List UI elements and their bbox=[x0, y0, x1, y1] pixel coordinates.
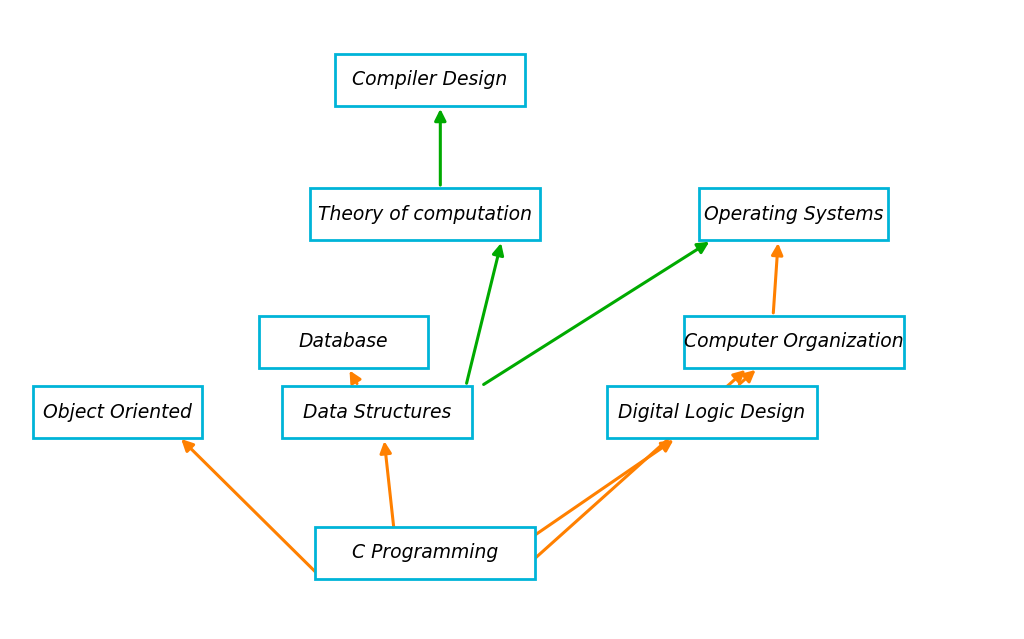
Text: Database: Database bbox=[298, 332, 388, 351]
Text: Computer Organization: Computer Organization bbox=[684, 332, 903, 351]
FancyBboxPatch shape bbox=[336, 54, 524, 106]
Text: Digital Logic Design: Digital Logic Design bbox=[618, 403, 805, 422]
FancyBboxPatch shape bbox=[258, 316, 428, 368]
FancyBboxPatch shape bbox=[282, 386, 471, 438]
Text: Operating Systems: Operating Systems bbox=[703, 204, 884, 224]
FancyBboxPatch shape bbox=[315, 527, 535, 579]
FancyBboxPatch shape bbox=[309, 188, 541, 240]
FancyBboxPatch shape bbox=[698, 188, 888, 240]
Text: Theory of computation: Theory of computation bbox=[318, 204, 531, 224]
Text: Compiler Design: Compiler Design bbox=[352, 70, 508, 89]
FancyBboxPatch shape bbox=[33, 386, 203, 438]
FancyBboxPatch shape bbox=[684, 316, 903, 368]
Text: C Programming: C Programming bbox=[352, 543, 498, 562]
Text: Data Structures: Data Structures bbox=[303, 403, 451, 422]
Text: Object Oriented: Object Oriented bbox=[43, 403, 193, 422]
FancyBboxPatch shape bbox=[606, 386, 816, 438]
